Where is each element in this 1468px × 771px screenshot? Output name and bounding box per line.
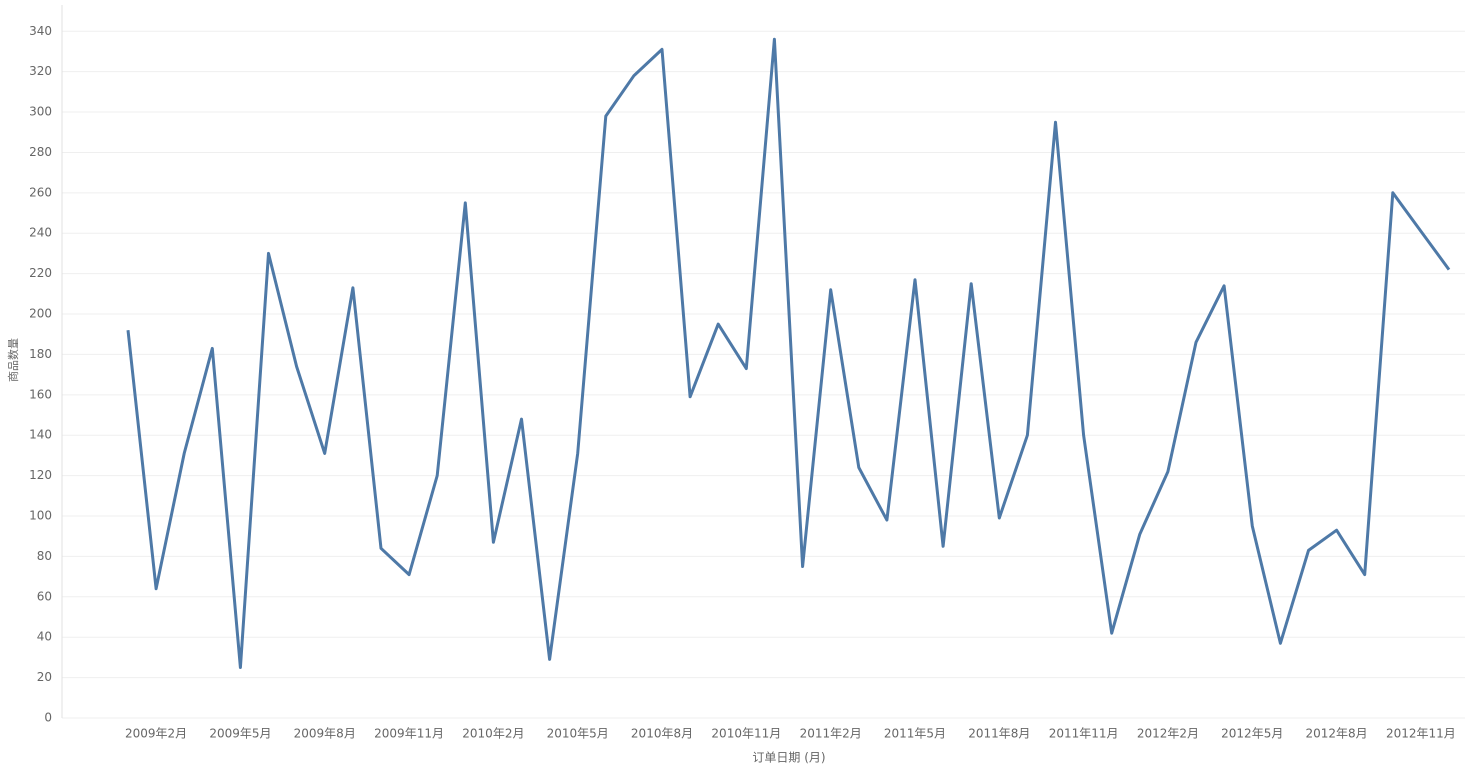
- x-tick-label: 2012年2月: [1137, 727, 1199, 741]
- x-tick-label: 2009年5月: [209, 727, 271, 741]
- y-tick-label: 0: [44, 711, 52, 725]
- y-tick-label: 140: [29, 428, 52, 442]
- data-line: [126, 37, 1451, 669]
- y-tick-label: 120: [29, 468, 52, 482]
- y-tick-label: 300: [29, 105, 52, 119]
- x-tick-label: 2012年11月: [1386, 727, 1456, 741]
- x-tick-label: 2010年11月: [711, 727, 781, 741]
- x-tick-label: 2010年2月: [462, 727, 524, 741]
- y-tick-label: 240: [29, 226, 52, 240]
- y-axis-title: 商品数量: [6, 338, 20, 382]
- y-tick-label: 20: [37, 670, 52, 684]
- x-tick-label: 2010年8月: [631, 727, 693, 741]
- y-tick-label: 200: [29, 307, 52, 321]
- x-tick-label: 2009年11月: [374, 727, 444, 741]
- x-tick-label: 2009年8月: [294, 727, 356, 741]
- x-tick-label: 2009年2月: [125, 727, 187, 741]
- y-tick-label: 260: [29, 185, 52, 199]
- y-tick-label: 340: [29, 24, 52, 38]
- y-tick-label: 60: [37, 589, 52, 603]
- x-tick-label: 2011年11月: [1049, 727, 1119, 741]
- x-tick-label: 2010年5月: [547, 727, 609, 741]
- x-tick-label: 2012年8月: [1305, 727, 1367, 741]
- y-tick-label: 100: [29, 509, 52, 523]
- y-tick-label: 40: [37, 630, 52, 644]
- y-tick-label: 180: [29, 347, 52, 361]
- x-tick-label: 2011年2月: [800, 727, 862, 741]
- x-tick-label: 2011年8月: [968, 727, 1030, 741]
- y-tick-label: 80: [37, 549, 52, 563]
- y-tick-label: 320: [29, 64, 52, 78]
- x-axis-title: 订单日期 (月): [752, 751, 825, 765]
- y-tick-label: 160: [29, 387, 52, 401]
- x-tick-label: 2011年5月: [884, 727, 946, 741]
- x-tick-label: 2012年5月: [1221, 727, 1283, 741]
- y-tick-label: 220: [29, 266, 52, 280]
- y-tick-label: 280: [29, 145, 52, 159]
